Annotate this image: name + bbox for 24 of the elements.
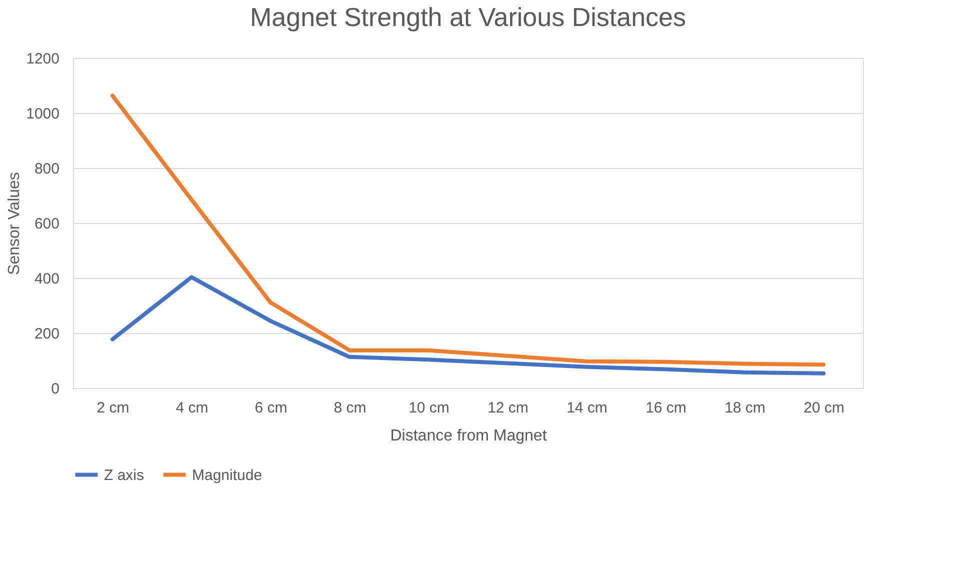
y-tick-label: 0 <box>51 380 60 398</box>
x-tick-label: 6 cm <box>254 400 288 416</box>
y-tick-label: 600 <box>34 216 60 232</box>
y-tick-label: 800 <box>34 160 60 178</box>
x-tick-label: 10 cm <box>408 400 450 416</box>
x-tick-label: 2 cm <box>96 400 130 416</box>
line-series <box>110 94 826 367</box>
line-series <box>110 275 826 376</box>
x-tick-label: 18 cm <box>724 400 766 416</box>
legend-label: Magnitude <box>192 466 262 484</box>
x-tick-label: 12 cm <box>488 400 528 416</box>
y-tick-label: 200 <box>34 326 60 342</box>
x-tick-label: 16 cm <box>646 400 686 416</box>
x-tick-label: 20 cm <box>804 400 844 416</box>
y-tick-label: 1200 <box>26 50 60 68</box>
x-tick-label: 14 cm <box>566 400 608 416</box>
x-tick-label: 4 cm <box>176 400 208 416</box>
y-tick-label: 1000 <box>26 106 60 122</box>
x-axis-title: Distance from Magnet <box>390 428 548 444</box>
y-tick-label: 400 <box>34 270 60 288</box>
chart-title: Magnet Strength at Various Distances <box>250 2 686 32</box>
legend-label: Z axis <box>104 466 144 484</box>
x-tick-label: 8 cm <box>334 400 366 416</box>
y-axis-title: Sensor Values <box>6 172 24 275</box>
